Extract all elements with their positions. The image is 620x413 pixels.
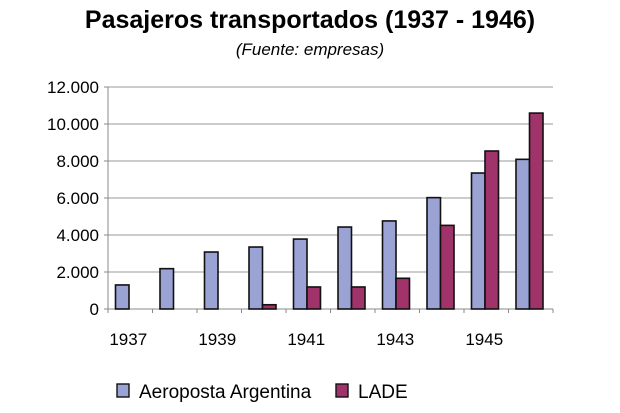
bar-lade-1942	[350, 286, 366, 310]
bar-lade-1941	[306, 286, 322, 310]
chart-title: Pasajeros transportados (1937 - 1946)	[84, 6, 536, 34]
bar-aeroposta-argentina-1945	[470, 172, 486, 310]
bar-aeroposta-argentina-1939	[203, 251, 219, 310]
bar-aeroposta-argentina-1943	[381, 220, 397, 310]
legend-label: Aeroposta Argentina	[139, 382, 312, 403]
legend-label: LADE	[358, 382, 408, 403]
y-tick-label: 6.000	[56, 189, 99, 208]
bar-aeroposta-argentina-1938	[159, 267, 175, 310]
chart-subtitle: (Fuente: empresas)	[235, 40, 385, 59]
bar-lade-1945	[484, 150, 500, 310]
x-tick-label: 1943	[376, 330, 414, 349]
x-tick-label: 1937	[109, 330, 147, 349]
x-tick-label: 1945	[465, 330, 503, 349]
bar-lade-1940	[261, 303, 277, 310]
legend-swatch-0	[116, 383, 130, 398]
y-tick-label: 2.000	[56, 263, 99, 282]
y-tick-label: 12.000	[47, 78, 99, 97]
bar-aeroposta-argentina-1944	[426, 196, 442, 310]
bar-aeroposta-argentina-1941	[292, 238, 308, 310]
bar-lade-1943	[395, 277, 411, 310]
x-tick-label: 1941	[287, 330, 325, 349]
bar-aeroposta-argentina-1946	[515, 158, 531, 310]
bar-aeroposta-argentina-1937	[114, 284, 130, 310]
bar-aeroposta-argentina-1942	[337, 226, 353, 310]
y-tick-label: 10.000	[47, 115, 99, 134]
y-tick-label: 8.000	[56, 152, 99, 171]
bar-lade-1946	[528, 112, 544, 310]
x-tick-label: 1939	[198, 330, 236, 349]
y-tick-label: 4.000	[56, 226, 99, 245]
bar-aeroposta-argentina-1940	[248, 246, 264, 310]
bar-lade-1944	[439, 224, 455, 310]
legend-swatch-1	[335, 383, 349, 398]
y-tick-label: 0	[90, 300, 99, 319]
